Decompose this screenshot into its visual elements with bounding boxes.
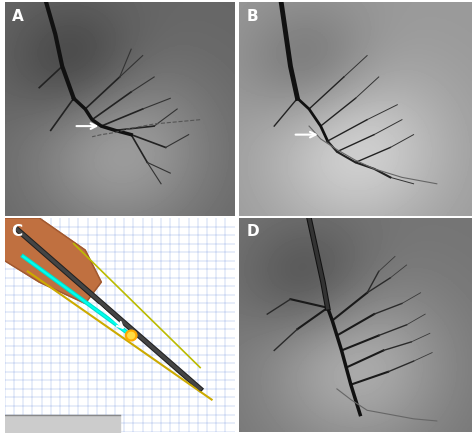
Text: B: B <box>246 9 258 24</box>
Text: D: D <box>246 225 259 239</box>
Text: A: A <box>12 9 23 24</box>
Circle shape <box>128 332 135 339</box>
Polygon shape <box>5 218 101 303</box>
Text: C: C <box>12 225 23 239</box>
Circle shape <box>126 330 137 341</box>
